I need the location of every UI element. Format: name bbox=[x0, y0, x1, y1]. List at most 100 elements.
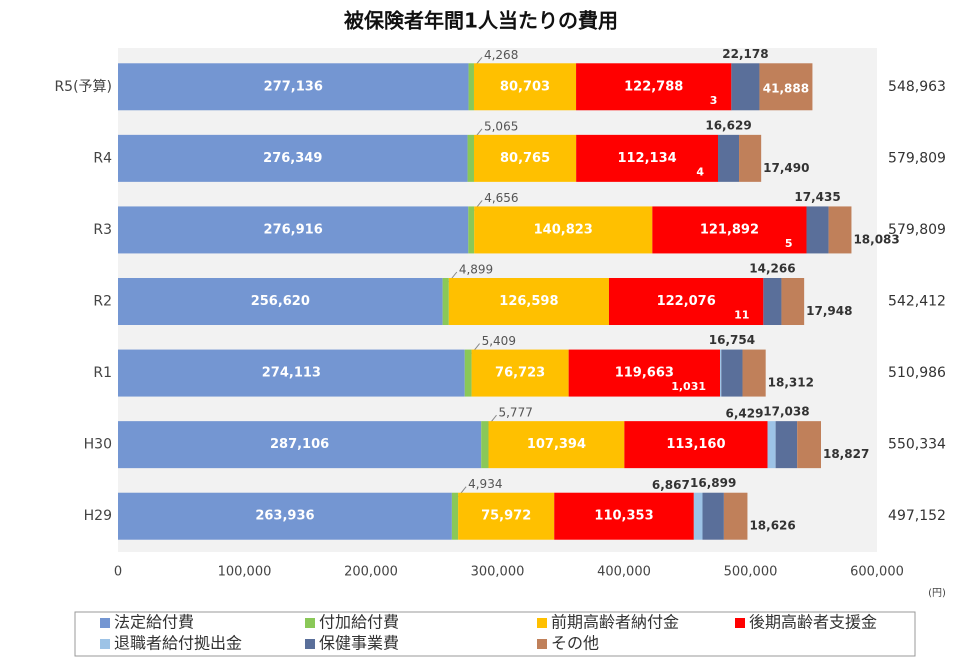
x-tick-label: 100,000 bbox=[218, 565, 272, 580]
value-label: 276,916 bbox=[264, 222, 323, 237]
total-label: 548,963 bbox=[888, 79, 946, 95]
bar-segment bbox=[468, 206, 475, 254]
legend-box bbox=[74, 611, 916, 657]
value-label: 4,268 bbox=[484, 48, 518, 62]
bar-segment bbox=[718, 134, 740, 182]
bar-segment bbox=[624, 421, 768, 469]
bar-segment bbox=[458, 492, 555, 540]
legend-swatch bbox=[735, 618, 745, 628]
value-label: 75,972 bbox=[481, 509, 531, 524]
value-label: 80,765 bbox=[500, 151, 550, 166]
category-label: R1 bbox=[93, 365, 112, 381]
bar-segment bbox=[767, 421, 776, 469]
value-label: 119,663 bbox=[615, 366, 674, 381]
legend-label: 退職者給付拠出金 bbox=[114, 634, 242, 653]
legend-swatch bbox=[537, 618, 547, 628]
value-label: 17,948 bbox=[806, 304, 852, 318]
legend-label: 法定給付費 bbox=[114, 613, 194, 632]
value-label: 6,867 bbox=[652, 478, 690, 492]
value-label: 4,656 bbox=[484, 191, 518, 205]
x-tick-label: 600,000 bbox=[850, 565, 904, 580]
value-label: 1,031 bbox=[671, 380, 706, 393]
bar-segment bbox=[118, 134, 468, 182]
value-label: 4,899 bbox=[459, 263, 493, 277]
bar-segment bbox=[118, 349, 465, 397]
value-label: 122,076 bbox=[657, 294, 716, 309]
bar-segment bbox=[554, 492, 694, 540]
unit-label: (円) bbox=[928, 588, 946, 599]
bar-segment bbox=[118, 278, 443, 325]
bar-segment bbox=[471, 349, 569, 397]
value-label: 41,888 bbox=[763, 81, 809, 95]
value-label: 11 bbox=[734, 309, 749, 322]
bar-segment bbox=[797, 421, 821, 469]
category-label: H29 bbox=[84, 508, 112, 524]
legend-label: 前期高齢者納付金 bbox=[551, 613, 679, 632]
bar-segment bbox=[781, 278, 805, 325]
x-tick-label: 200,000 bbox=[344, 565, 398, 580]
bar-segment bbox=[806, 206, 829, 254]
value-label: 126,598 bbox=[499, 294, 558, 309]
value-label: 5,777 bbox=[498, 406, 532, 420]
bar-segment bbox=[759, 63, 813, 111]
value-label: 5,065 bbox=[484, 119, 518, 133]
bar-segment bbox=[473, 63, 577, 111]
value-label: 4,934 bbox=[468, 477, 502, 491]
bar-segment bbox=[118, 63, 469, 111]
value-label: 76,723 bbox=[495, 366, 545, 381]
bar-segment bbox=[442, 278, 449, 325]
bar-segment bbox=[568, 349, 721, 397]
x-tick-label: 0 bbox=[114, 565, 122, 580]
category-label: R4 bbox=[93, 150, 112, 166]
value-label: 3 bbox=[710, 94, 718, 107]
value-label: 4 bbox=[696, 165, 704, 178]
bar-segment bbox=[474, 206, 653, 254]
x-tick-label: 300,000 bbox=[471, 565, 525, 580]
value-label: 107,394 bbox=[527, 437, 586, 452]
bar-segment bbox=[775, 421, 798, 469]
bar-segment bbox=[731, 63, 760, 111]
bar-segment bbox=[448, 278, 609, 325]
x-tick-label: 400,000 bbox=[597, 565, 651, 580]
bar-segment bbox=[467, 134, 474, 182]
bar-segment bbox=[608, 278, 764, 325]
value-label: 276,349 bbox=[263, 151, 322, 166]
total-label: 550,334 bbox=[888, 437, 946, 453]
category-label: H30 bbox=[84, 437, 112, 453]
value-label: 17,435 bbox=[794, 190, 840, 204]
value-label: 17,490 bbox=[763, 161, 809, 175]
category-label: R3 bbox=[93, 222, 112, 238]
bar-segment bbox=[693, 492, 703, 540]
legend-label: 後期高齢者支援金 bbox=[749, 613, 877, 632]
category-label: R2 bbox=[93, 294, 112, 310]
value-label: 80,703 bbox=[500, 79, 550, 94]
value-label: 18,626 bbox=[749, 519, 795, 533]
bar-segment bbox=[488, 421, 625, 469]
value-label: 140,823 bbox=[534, 222, 593, 237]
bar-segment bbox=[481, 421, 489, 469]
bar-segment bbox=[473, 134, 577, 182]
legend-swatch bbox=[100, 618, 110, 628]
bar-segment bbox=[721, 349, 743, 397]
value-label: 18,312 bbox=[768, 376, 814, 390]
value-label: 121,892 bbox=[700, 222, 759, 237]
bar-segment bbox=[652, 206, 807, 254]
chart-title: 被保険者年間1人当たりの費用 bbox=[344, 9, 618, 33]
value-label: 22,178 bbox=[722, 47, 768, 61]
value-label: 18,827 bbox=[823, 447, 869, 461]
x-tick-label: 500,000 bbox=[724, 565, 778, 580]
value-label: 110,353 bbox=[594, 509, 653, 524]
value-label: 287,106 bbox=[270, 437, 329, 452]
value-label: 17,038 bbox=[763, 405, 809, 419]
value-label: 263,936 bbox=[255, 509, 314, 524]
value-label: 256,620 bbox=[251, 294, 310, 309]
value-label: 122,788 bbox=[624, 79, 683, 94]
total-label: 579,809 bbox=[888, 222, 946, 238]
bar-segment bbox=[742, 349, 766, 397]
bar-segment bbox=[723, 492, 748, 540]
total-label: 542,412 bbox=[888, 294, 946, 310]
legend-label: 保健事業費 bbox=[319, 634, 399, 653]
legend-label: 付加給付費 bbox=[319, 613, 399, 632]
value-label: 5,409 bbox=[482, 334, 516, 348]
